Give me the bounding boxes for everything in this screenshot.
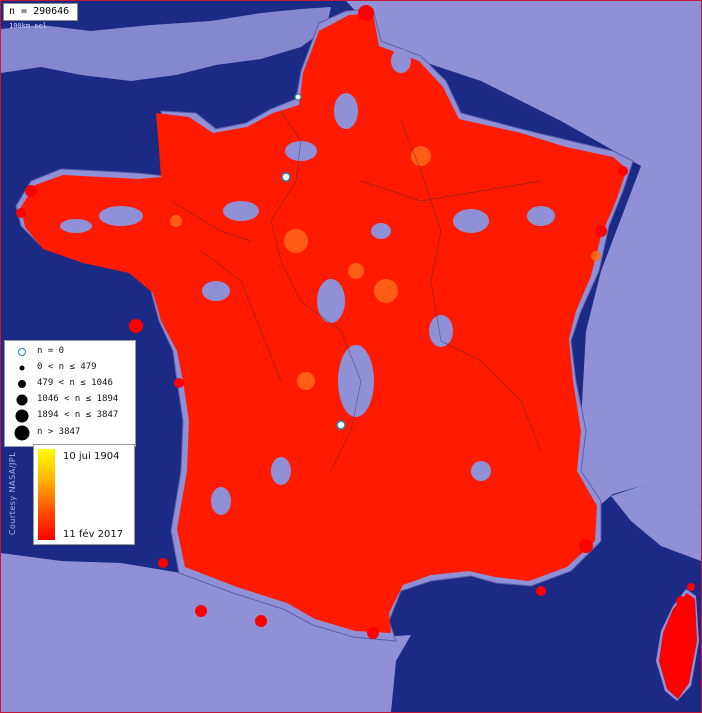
edge-dot (158, 558, 168, 568)
edge-dot (25, 185, 37, 197)
edge-dot (255, 615, 267, 627)
dot-xs-icon (19, 365, 25, 371)
older-markers (170, 146, 601, 390)
gap-5 (338, 345, 374, 417)
zero-marker-icon (18, 348, 26, 356)
date-color-legend: 10 jui 1904 11 fév 2017 (33, 444, 135, 545)
land-gaps (60, 49, 555, 515)
legend-item-s: 479 < n ≤ 1046 (5, 376, 135, 392)
corsica-marker-mass (659, 593, 697, 699)
gap-6 (285, 141, 317, 161)
gap-12 (271, 457, 291, 485)
legend-item-xs: 0 < n ≤ 479 (5, 360, 135, 376)
size-legend: n = 0 0 < n ≤ 479 479 < n ≤ 1046 1046 < … (4, 340, 136, 447)
gap-9 (453, 209, 489, 233)
gap-7 (371, 223, 391, 239)
border-line (200, 250, 282, 382)
edge-dot (174, 378, 184, 388)
legend-item-zero: n = 0 (5, 344, 135, 360)
legend-item-xl: n > 3847 (5, 425, 135, 441)
older-dot (297, 372, 315, 390)
border-line (270, 110, 302, 302)
edge-dot (358, 5, 374, 21)
edge-markers (16, 5, 628, 639)
dot-xl-icon (14, 425, 30, 441)
gap-11 (202, 281, 230, 301)
edge-dot (367, 627, 379, 639)
corsica-markers (659, 583, 697, 699)
border-line (300, 300, 362, 472)
europe-land (346, 1, 701, 553)
color-ramp-bar (38, 449, 55, 540)
gap-14 (334, 93, 358, 129)
map-credit: Courtesy NASA/JPL (8, 451, 18, 536)
dot-m-icon (16, 394, 28, 406)
legend-item-m: 1046 < n ≤ 1894 (5, 392, 135, 408)
gap-1 (223, 201, 259, 221)
ramp-top-label: 10 jui 1904 (63, 451, 120, 462)
italy-land (611, 486, 701, 561)
older-dot (170, 215, 182, 227)
border-line (440, 340, 542, 452)
gap-3 (60, 219, 92, 233)
corsica-dot (676, 596, 686, 606)
older-dot (284, 229, 308, 253)
edge-dot (579, 539, 593, 553)
dot-l-icon (15, 409, 29, 423)
border-line (170, 200, 252, 242)
uk-land (1, 7, 331, 81)
older-dot (374, 279, 398, 303)
gap-15 (391, 49, 411, 73)
region-borders (170, 110, 542, 472)
gap-10 (527, 206, 555, 226)
edge-dot (595, 225, 607, 237)
ramp-bottom-label: 11 fév 2017 (63, 529, 124, 540)
border-line (360, 180, 542, 202)
spain-land (1, 553, 411, 712)
observation-count: n = 290646 (3, 3, 78, 21)
dot-s-icon (18, 380, 26, 388)
zero-marker (336, 420, 346, 430)
older-dot (348, 263, 364, 279)
legend-item-l: 1894 < n ≤ 3847 (5, 408, 135, 424)
gap-8 (429, 315, 453, 347)
border-line (400, 120, 442, 342)
gap-2 (99, 206, 143, 226)
edge-dot (536, 586, 546, 596)
zero-markers (281, 93, 346, 430)
older-dot (411, 146, 431, 166)
zero-marker (281, 172, 291, 182)
edge-dot (195, 605, 207, 617)
gap-4 (317, 279, 345, 323)
edge-dot (618, 166, 628, 176)
edge-dot (129, 319, 143, 333)
scale-label: 100km scl (9, 22, 47, 30)
corsica-dot (687, 583, 695, 591)
gap-16 (471, 461, 491, 481)
gap-13 (211, 487, 231, 515)
edge-dot (16, 208, 26, 218)
zero-marker (294, 93, 302, 101)
older-dot (591, 251, 601, 261)
